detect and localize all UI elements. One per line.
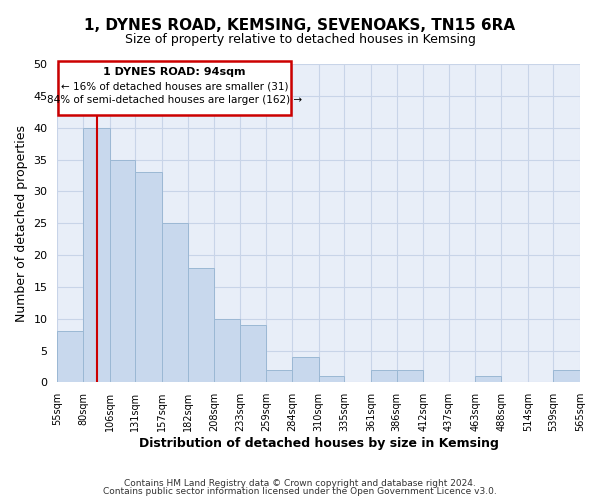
Text: 84% of semi-detached houses are larger (162) →: 84% of semi-detached houses are larger (…	[47, 94, 302, 104]
Bar	[83, 128, 110, 382]
X-axis label: Distribution of detached houses by size in Kemsing: Distribution of detached houses by size …	[139, 437, 499, 450]
Bar	[110, 160, 135, 382]
Text: Contains HM Land Registry data © Crown copyright and database right 2024.: Contains HM Land Registry data © Crown c…	[124, 478, 476, 488]
Bar	[240, 325, 266, 382]
Bar	[135, 172, 162, 382]
Text: 1 DYNES ROAD: 94sqm: 1 DYNES ROAD: 94sqm	[103, 67, 246, 77]
Y-axis label: Number of detached properties: Number of detached properties	[15, 124, 28, 322]
Bar	[292, 357, 319, 382]
Text: ← 16% of detached houses are smaller (31): ← 16% of detached houses are smaller (31…	[61, 81, 289, 91]
Text: Size of property relative to detached houses in Kemsing: Size of property relative to detached ho…	[125, 32, 475, 46]
Text: Contains public sector information licensed under the Open Government Licence v3: Contains public sector information licen…	[103, 488, 497, 496]
Bar	[188, 268, 214, 382]
FancyBboxPatch shape	[58, 61, 291, 115]
Bar	[214, 318, 240, 382]
Bar	[58, 332, 83, 382]
Bar	[319, 376, 344, 382]
Bar	[371, 370, 397, 382]
Text: 1, DYNES ROAD, KEMSING, SEVENOAKS, TN15 6RA: 1, DYNES ROAD, KEMSING, SEVENOAKS, TN15 …	[85, 18, 515, 32]
Bar	[475, 376, 501, 382]
Bar	[162, 223, 188, 382]
Bar	[266, 370, 292, 382]
Bar	[397, 370, 423, 382]
Bar	[553, 370, 580, 382]
